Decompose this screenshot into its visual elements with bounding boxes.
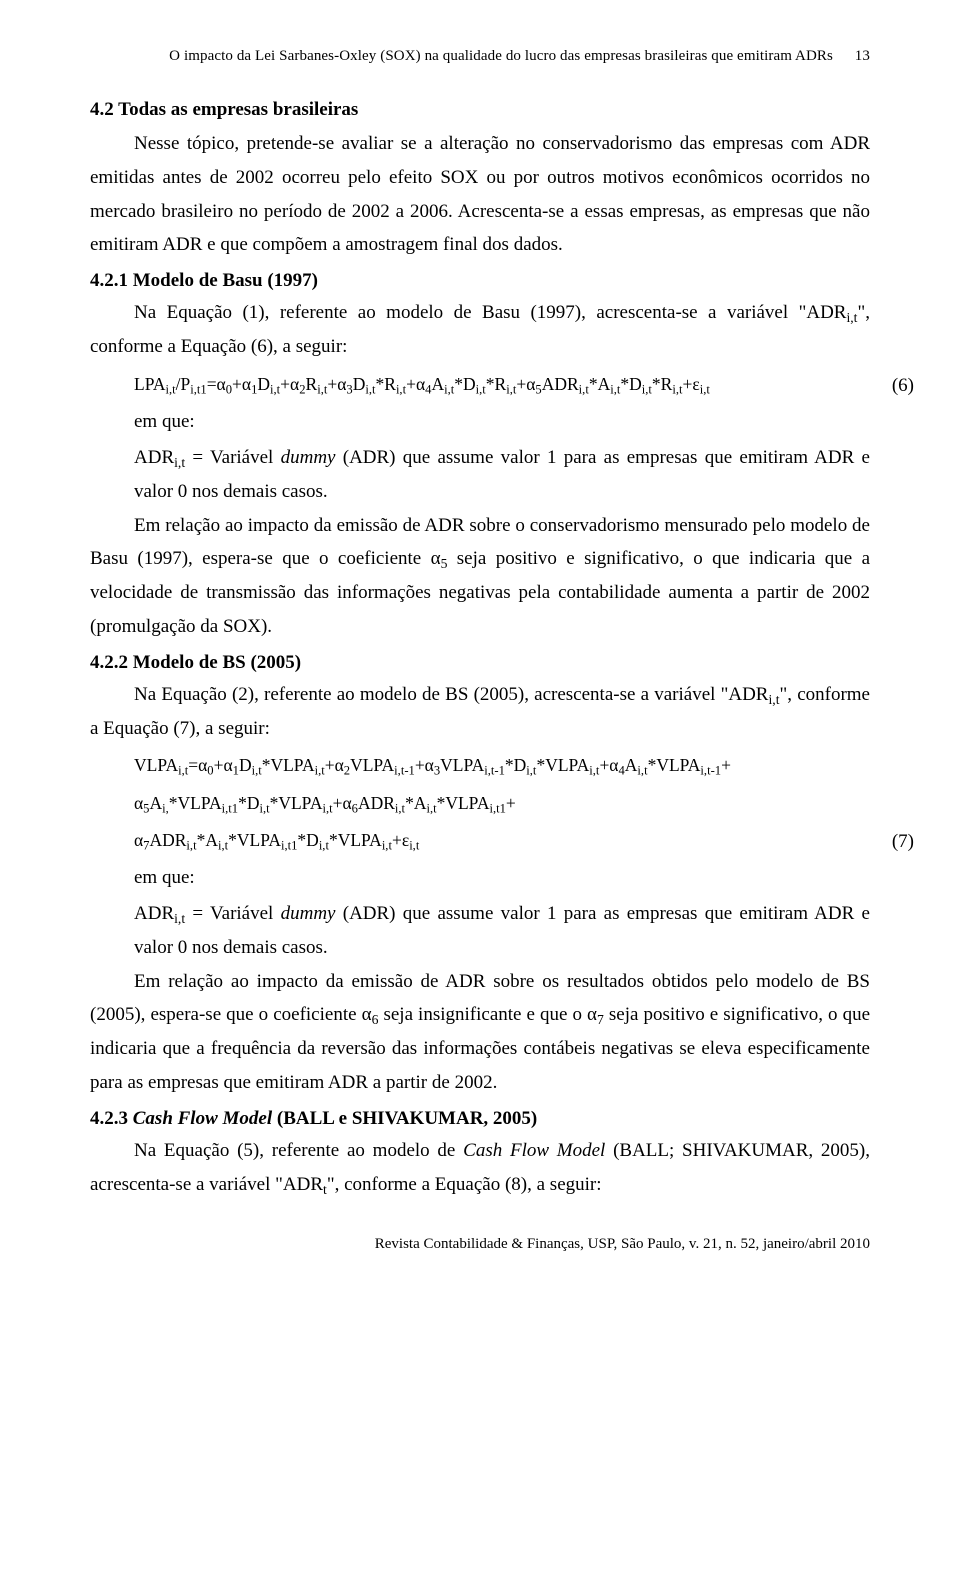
section-4-2-para-1: Nesse tópico, pretende-se avaliar se a a… — [90, 127, 870, 262]
subscript: i,t — [846, 310, 857, 325]
section-4-2-1-para-1: Na Equação (1), referente ao modelo de B… — [90, 296, 870, 364]
subscript: 7 — [597, 1012, 604, 1027]
subscript: i,t — [768, 692, 779, 707]
equation-7-line-1: VLPAi,t=α0+α1Di,t*VLPAi,t+α2VLPAi,t-1+α3… — [134, 749, 870, 782]
section-4-2-1-para-2: Em relação ao impacto da emissão de ADR … — [90, 509, 870, 644]
em-que-1: em que: — [134, 405, 870, 439]
text-run: ADR — [134, 903, 174, 924]
subscript: i,t — [174, 911, 185, 926]
text-run: ADR — [134, 447, 174, 468]
page: O impacto da Lei Sarbanes-Oxley (SOX) na… — [0, 0, 960, 1293]
running-head: O impacto da Lei Sarbanes-Oxley (SOX) na… — [90, 48, 870, 65]
text-run: (BALL e SHIVAKUMAR, 2005) — [272, 1108, 537, 1129]
text-run: 4.2.3 — [90, 1108, 133, 1129]
section-4-2-2-para-1: Na Equação (2), referente ao modelo de B… — [90, 678, 870, 746]
text-run: Na Equação (2), referente ao modelo de B… — [134, 684, 768, 705]
text-run: Na Equação (5), referente ao modelo de — [134, 1140, 463, 1161]
subscript: i,t — [174, 455, 185, 470]
text-italic: Cash Flow Model — [463, 1140, 605, 1161]
text-italic: Cash Flow Model — [133, 1108, 272, 1129]
equation-6: LPAi,t/Pi,t1=α0+α1Di,t+α2Ri,t+α3Di,t*Ri,… — [134, 368, 870, 401]
equation-7-line-3: α7ADRi,t*Ai,t*VLPAi,t1*Di,t*VLPAi,t+εi,t… — [134, 824, 870, 857]
section-4-2-3-heading: 4.2.3 Cash Flow Model (BALL e SHIVAKUMAR… — [90, 1108, 870, 1130]
adr-definition-2: ADRi,t = Variável dummy (ADR) que assume… — [134, 897, 870, 965]
equation-7-number: (7) — [892, 824, 914, 860]
footer: Revista Contabilidade & Finanças, USP, S… — [90, 1236, 870, 1253]
section-4-2-1-heading: 4.2.1 Modelo de Basu (1997) — [90, 270, 870, 292]
text-run: ", conforme a Equação (8), a seguir: — [327, 1174, 602, 1195]
text-run: seja insignificante e que o α — [378, 1004, 597, 1025]
text-run: = Variável — [185, 903, 280, 924]
section-4-2-3-para-1: Na Equação (5), referente ao modelo de C… — [90, 1134, 870, 1202]
section-4-2-2-heading: 4.2.2 Modelo de BS (2005) — [90, 652, 870, 674]
em-que-2: em que: — [134, 861, 870, 895]
text-italic: dummy — [281, 447, 336, 468]
running-head-title: O impacto da Lei Sarbanes-Oxley (SOX) na… — [169, 48, 833, 64]
text-italic: dummy — [281, 903, 336, 924]
text-run: = Variável — [185, 447, 280, 468]
section-4-2-heading: 4.2 Todas as empresas brasileiras — [90, 99, 870, 121]
equation-7-line-2: α5Ai,*VLPAi,t1*Di,t*VLPAi,t+α6ADRi,t*Ai,… — [134, 787, 870, 820]
text-run: Na Equação (1), referente ao modelo de B… — [134, 302, 846, 323]
equation-6-number: (6) — [892, 368, 914, 404]
adr-definition-1: ADRi,t = Variável dummy (ADR) que assume… — [134, 441, 870, 509]
page-number: 13 — [855, 48, 870, 65]
section-4-2-2-para-2: Em relação ao impacto da emissão de ADR … — [90, 965, 870, 1100]
